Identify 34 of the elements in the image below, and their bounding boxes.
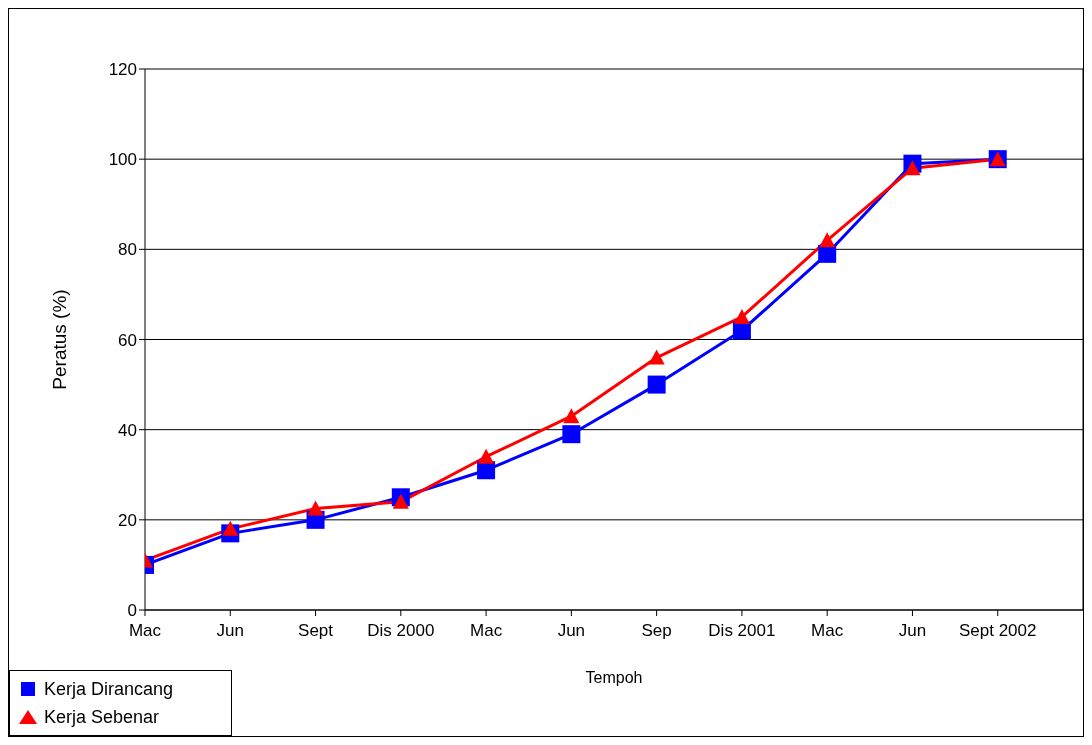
- point: [904, 160, 921, 176]
- y-tick-label: 120: [108, 60, 137, 80]
- point: [222, 520, 239, 536]
- point: [478, 448, 495, 464]
- point: [647, 375, 666, 394]
- x-tick-label: Dis 2000: [367, 621, 435, 641]
- point: [818, 244, 837, 263]
- point: [392, 493, 409, 509]
- legend-label: Kerja Dirancang: [44, 678, 174, 700]
- point: [562, 425, 581, 444]
- x-tick-label: Jun: [898, 621, 927, 641]
- x-tick-label: Mac: [470, 621, 503, 641]
- x-tick-label: Mac: [128, 621, 162, 641]
- x-tick-label: Sept 2002: [958, 621, 1037, 641]
- y-axis-title: Peratus (%): [48, 289, 70, 390]
- y-tick-label: 40: [118, 420, 137, 440]
- x-tick-label: Sept: [298, 621, 334, 641]
- y-tick-label: 80: [118, 240, 137, 260]
- point: [307, 500, 324, 516]
- y-tick-label: 100: [108, 150, 137, 170]
- point: [563, 408, 580, 424]
- x-tick-label: Jun: [216, 621, 244, 641]
- x-axis-title: Tempoh: [585, 669, 643, 687]
- x-tick-label: Mac: [811, 621, 844, 641]
- point: [819, 232, 836, 248]
- x-tick-label: Sep: [641, 621, 672, 641]
- y-tick-label: 0: [127, 601, 137, 621]
- point: [648, 349, 665, 365]
- x-tick-label: Dis 2001: [708, 621, 776, 641]
- y-tick-label: 60: [118, 330, 137, 350]
- x-tick-label: Jun: [557, 621, 586, 641]
- legend-label: Kerja Sebenar: [44, 706, 160, 728]
- y-tick-label: 20: [118, 510, 137, 530]
- point: [733, 308, 750, 324]
